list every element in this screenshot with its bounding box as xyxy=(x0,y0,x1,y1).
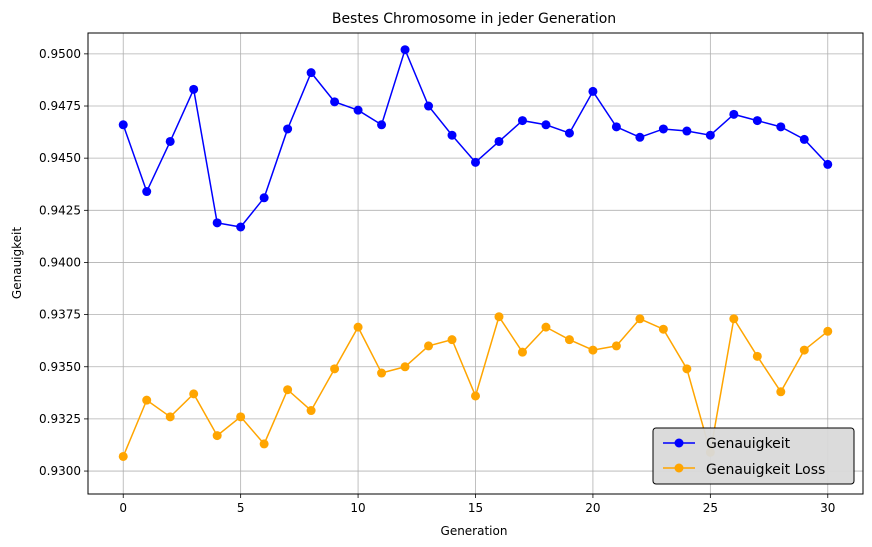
data-point-genauigkeit xyxy=(729,109,739,119)
data-point-genauigkeit xyxy=(588,86,598,96)
data-point-genauigkeit-loss xyxy=(283,385,293,395)
y-tick-label: 0.9425 xyxy=(39,203,81,217)
data-point-genauigkeit xyxy=(541,120,551,130)
data-point-genauigkeit-loss xyxy=(752,351,762,361)
data-point-genauigkeit-loss xyxy=(330,364,340,374)
y-tick-label: 0.9300 xyxy=(39,464,81,478)
x-tick-label: 20 xyxy=(585,501,600,515)
data-point-genauigkeit-loss xyxy=(682,364,692,374)
data-point-genauigkeit-loss xyxy=(823,326,833,336)
data-point-genauigkeit xyxy=(494,136,504,146)
data-point-genauigkeit-loss xyxy=(377,368,387,378)
data-point-genauigkeit xyxy=(142,187,152,197)
data-point-genauigkeit xyxy=(658,124,668,134)
data-point-genauigkeit xyxy=(306,68,316,78)
data-point-genauigkeit-loss xyxy=(353,322,363,332)
data-point-genauigkeit-loss xyxy=(306,406,316,416)
data-point-genauigkeit-loss xyxy=(494,312,504,322)
x-tick-label: 0 xyxy=(119,501,127,515)
x-tick-label: 5 xyxy=(237,501,245,515)
data-point-genauigkeit xyxy=(212,218,222,228)
data-point-genauigkeit-loss xyxy=(236,412,246,422)
x-tick-label: 25 xyxy=(703,501,718,515)
data-point-genauigkeit xyxy=(705,130,715,140)
data-point-genauigkeit xyxy=(400,45,410,55)
data-point-genauigkeit xyxy=(165,136,175,146)
data-point-genauigkeit xyxy=(447,130,457,140)
data-point-genauigkeit-loss xyxy=(165,412,175,422)
data-point-genauigkeit-loss xyxy=(517,347,527,357)
data-point-genauigkeit-loss xyxy=(776,387,786,397)
x-axis-label: Generation xyxy=(441,524,508,538)
data-point-genauigkeit xyxy=(799,134,809,144)
data-point-genauigkeit-loss xyxy=(447,335,457,345)
x-axis: 0 5 10 15 20 25 30 xyxy=(119,494,835,515)
data-point-genauigkeit xyxy=(611,122,621,132)
legend-label-genauigkeit: Genauigkeit xyxy=(706,436,791,452)
legend: Genauigkeit Genauigkeit Loss xyxy=(652,427,855,485)
data-point-genauigkeit-loss xyxy=(611,341,621,351)
x-tick-label: 15 xyxy=(468,501,483,515)
data-point-genauigkeit xyxy=(259,193,269,203)
data-point-genauigkeit xyxy=(283,124,293,134)
data-point-genauigkeit xyxy=(752,116,762,126)
data-point-genauigkeit-loss xyxy=(424,341,434,351)
y-tick-label: 0.9400 xyxy=(39,255,81,269)
data-point-genauigkeit-loss xyxy=(259,439,269,449)
series-group xyxy=(118,45,833,461)
y-tick-label: 0.9475 xyxy=(39,99,81,113)
data-point-genauigkeit-loss xyxy=(799,345,809,355)
data-point-genauigkeit xyxy=(236,222,246,232)
x-tick-label: 10 xyxy=(350,501,365,515)
data-point-genauigkeit xyxy=(635,132,645,142)
data-point-genauigkeit xyxy=(682,126,692,136)
data-point-genauigkeit xyxy=(424,101,434,111)
data-point-genauigkeit xyxy=(471,157,480,167)
data-point-genauigkeit xyxy=(330,97,340,107)
y-tick-label: 0.9350 xyxy=(39,360,81,374)
legend-box xyxy=(652,427,855,485)
grid xyxy=(88,33,863,494)
chart-title: Bestes Chromosome in jeder Generation xyxy=(332,11,616,27)
data-point-genauigkeit xyxy=(776,122,786,132)
data-point-genauigkeit-loss xyxy=(212,431,222,441)
data-point-genauigkeit xyxy=(564,128,574,138)
data-point-genauigkeit-loss xyxy=(729,314,739,324)
y-axis: 0.9300 0.9325 0.9350 0.9375 0.9400 0.9425 0.94… xyxy=(39,47,88,478)
data-point-genauigkeit xyxy=(377,120,387,130)
data-point-genauigkeit-loss xyxy=(588,345,598,355)
data-point-genauigkeit-loss xyxy=(471,391,480,401)
legend-marker-genauigkeit xyxy=(674,438,684,448)
data-point-genauigkeit-loss xyxy=(118,451,128,461)
y-tick-label: 0.9325 xyxy=(39,412,81,426)
y-tick-label: 0.9375 xyxy=(39,308,81,322)
legend-marker-genauigkeit-loss xyxy=(674,463,684,473)
data-point-genauigkeit-loss xyxy=(541,322,551,332)
y-axis-label: Genauigkeit xyxy=(10,227,24,299)
y-tick-label: 0.9450 xyxy=(39,151,81,165)
legend-label-genauigkeit-loss: Genauigkeit Loss xyxy=(706,462,825,478)
x-tick-label: 30 xyxy=(820,501,835,515)
data-point-genauigkeit xyxy=(353,105,363,115)
data-point-genauigkeit xyxy=(517,116,527,126)
data-point-genauigkeit-loss xyxy=(635,314,645,324)
data-point-genauigkeit-loss xyxy=(564,335,574,345)
data-point-genauigkeit xyxy=(118,120,128,130)
data-point-genauigkeit-loss xyxy=(658,324,668,334)
data-point-genauigkeit-loss xyxy=(142,395,152,405)
data-point-genauigkeit xyxy=(823,159,833,169)
data-point-genauigkeit xyxy=(189,84,199,94)
data-point-genauigkeit-loss xyxy=(400,362,410,372)
data-point-genauigkeit-loss xyxy=(189,389,199,399)
y-tick-label: 0.9500 xyxy=(39,47,81,61)
